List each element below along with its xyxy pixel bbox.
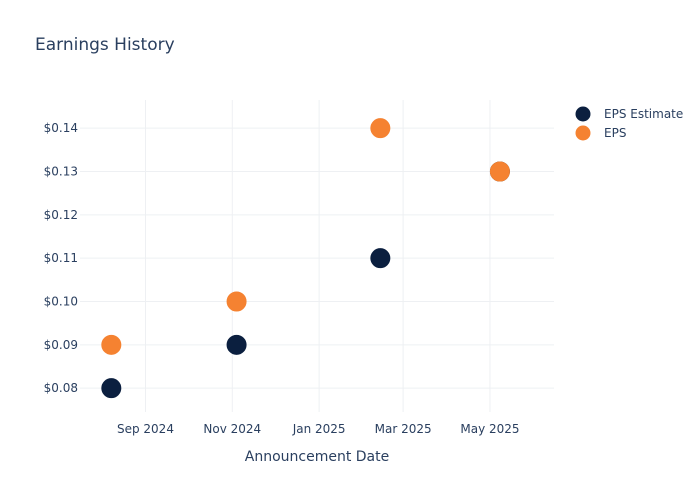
eps-point[interactable] (101, 334, 122, 355)
legend-marker[interactable] (575, 106, 591, 122)
y-tick-label: $0.10 (44, 295, 78, 309)
eps-estimate-point[interactable] (101, 378, 122, 399)
y-tick-label: $0.09 (44, 338, 78, 352)
legend-label[interactable]: EPS (604, 126, 626, 140)
eps-point[interactable] (489, 161, 510, 182)
x-axis-title: Announcement Date (245, 449, 389, 465)
x-tick-label: Sep 2024 (117, 422, 174, 436)
y-tick-label: $0.14 (44, 121, 78, 135)
eps-point[interactable] (226, 291, 247, 312)
y-tick-label: $0.13 (44, 165, 78, 179)
x-tick-label: Jan 2025 (292, 422, 346, 436)
eps-estimate-point[interactable] (226, 334, 247, 355)
legend-label[interactable]: EPS Estimate (604, 107, 683, 121)
x-axis-ticks: Sep 2024 Nov 2024 Jan 2025 Mar 2025 May 2025 (117, 422, 520, 436)
legend-marker[interactable] (575, 125, 591, 141)
x-tick-label: Mar 2025 (375, 422, 432, 436)
y-tick-label: $0.11 (44, 251, 78, 265)
eps-point[interactable] (370, 118, 391, 139)
x-tick-label: May 2025 (460, 422, 519, 436)
y-tick-label: $0.08 (44, 381, 78, 395)
y-axis-ticks: $0.08 $0.09 $0.10 $0.11 $0.12 $0.13 $0.14 (44, 121, 78, 395)
data-points (101, 118, 510, 399)
x-tick-label: Nov 2024 (203, 422, 261, 436)
chart-title: Earnings History (35, 35, 175, 55)
legend[interactable]: EPS Estimate EPS (575, 106, 684, 141)
eps-estimate-point[interactable] (370, 248, 391, 269)
grid-lines (80, 100, 554, 412)
y-tick-label: $0.12 (44, 208, 78, 222)
